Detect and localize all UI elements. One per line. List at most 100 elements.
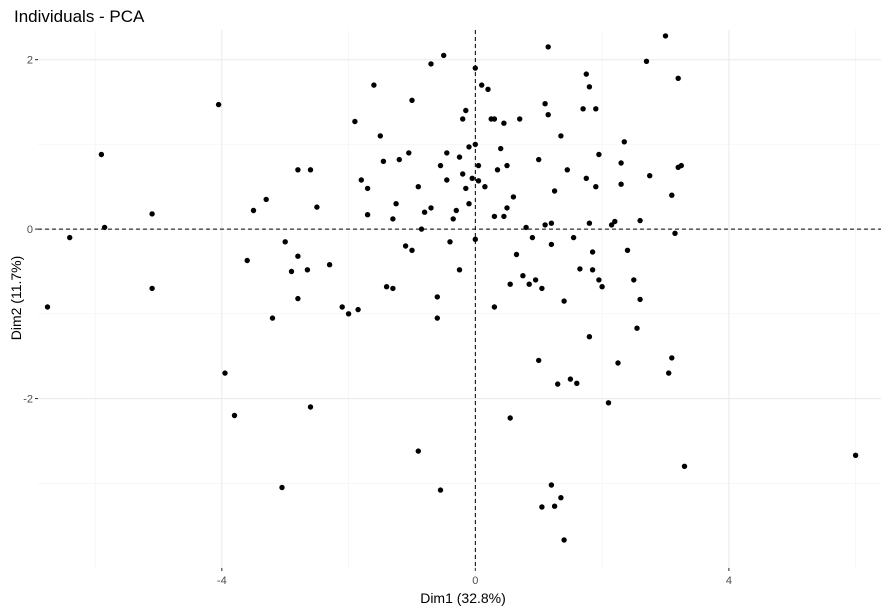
data-point (536, 357, 542, 364)
data-point (463, 185, 469, 192)
data-point (539, 285, 545, 292)
data-point (542, 222, 548, 228)
data-point (634, 325, 640, 331)
data-point (672, 230, 678, 236)
data-point (608, 222, 615, 228)
y-axis-title: Dim2 (11.7%) (8, 256, 24, 341)
data-point (558, 495, 564, 501)
data-point (149, 285, 155, 292)
data-point (498, 145, 504, 152)
data-point (669, 192, 675, 198)
data-point (666, 370, 672, 376)
data-point (643, 58, 650, 64)
data-point (618, 160, 624, 166)
data-point (561, 298, 567, 304)
data-point (596, 277, 602, 283)
data-point (675, 75, 681, 82)
data-point (482, 184, 488, 190)
data-point (352, 118, 358, 125)
data-point (586, 220, 593, 226)
data-point (415, 448, 421, 454)
data-point (390, 216, 396, 222)
data-point (295, 253, 301, 259)
chart-title: Individuals - PCA (14, 7, 145, 26)
data-point (450, 216, 456, 222)
data-point (589, 267, 596, 273)
data-point (586, 84, 593, 90)
data-point (418, 226, 425, 232)
data-point (479, 82, 485, 88)
data-point (570, 234, 577, 241)
data-point (371, 82, 377, 88)
data-point (491, 304, 498, 310)
data-point (485, 86, 491, 93)
data-point (421, 209, 428, 215)
data-point (339, 304, 345, 310)
x-tick-label: -4 (217, 575, 227, 587)
data-point (466, 144, 472, 150)
data-point (669, 355, 675, 361)
data-point (437, 162, 444, 169)
data-point (545, 112, 551, 118)
data-point (149, 211, 155, 217)
data-point (101, 224, 108, 231)
data-point (615, 360, 621, 366)
data-point (520, 273, 526, 279)
x-tick-label: 0 (472, 575, 478, 587)
data-point (536, 156, 542, 163)
data-point (548, 241, 555, 248)
data-point (282, 239, 288, 245)
data-point (67, 234, 73, 241)
data-point (409, 97, 415, 104)
data-point (555, 381, 561, 387)
data-point (441, 52, 447, 59)
data-point (215, 101, 222, 108)
data-point (460, 171, 466, 177)
data-point (466, 201, 472, 207)
data-point (463, 107, 469, 114)
data-point (396, 156, 402, 163)
data-point (618, 181, 624, 187)
data-point (402, 243, 409, 249)
data-point (558, 133, 564, 139)
data-point (501, 213, 507, 220)
data-point (548, 220, 555, 226)
data-point (279, 484, 285, 491)
data-point (390, 285, 396, 292)
data-point (510, 194, 517, 200)
data-point (434, 294, 440, 300)
data-point (605, 400, 612, 406)
data-point (507, 415, 513, 421)
data-point (460, 116, 466, 122)
data-point (453, 207, 459, 214)
data-point (852, 452, 859, 458)
data-point (364, 212, 371, 218)
data-point (98, 151, 105, 158)
data-point (681, 463, 688, 469)
data-point (621, 139, 627, 145)
data-point (517, 116, 523, 122)
data-point (589, 249, 596, 255)
data-point (345, 311, 352, 317)
data-point (501, 120, 507, 126)
data-point (456, 154, 463, 160)
data-point (624, 247, 631, 253)
data-point (231, 412, 238, 419)
data-point (475, 162, 482, 169)
data-point (475, 178, 482, 184)
data-point (355, 306, 361, 313)
data-point (539, 504, 545, 510)
data-point (307, 404, 314, 410)
data-point (583, 71, 589, 77)
data-point (504, 205, 510, 211)
data-point (428, 205, 434, 211)
data-point (358, 177, 364, 183)
data-point (662, 33, 669, 39)
axes: -4 0 4 -2 0 2 (23, 55, 732, 587)
data-point (561, 537, 567, 543)
data-point (447, 239, 453, 245)
data-point (415, 184, 421, 190)
data-point (444, 177, 450, 183)
x-axis-title: Dim1 (32.8%) (420, 590, 506, 606)
